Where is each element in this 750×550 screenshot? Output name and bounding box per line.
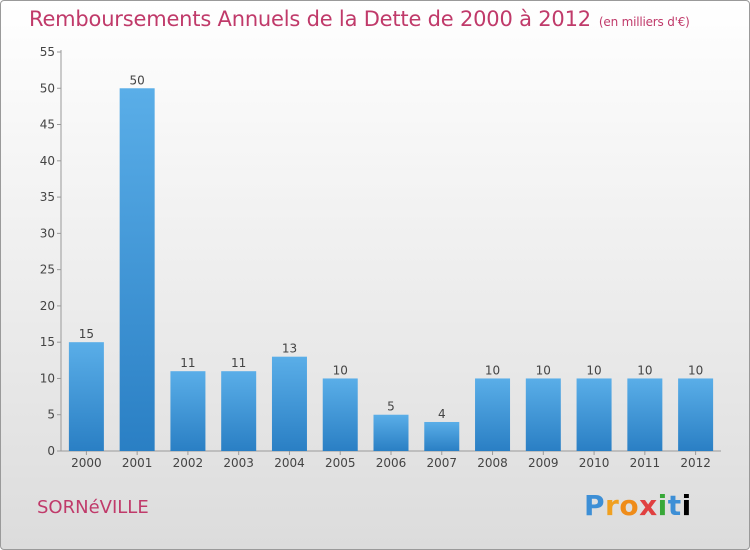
bar bbox=[170, 371, 206, 451]
x-tick-label: 2002 bbox=[173, 456, 204, 470]
bar-value-label: 11 bbox=[231, 356, 246, 370]
bar-value-label: 50 bbox=[130, 73, 145, 87]
bar-value-label: 10 bbox=[485, 363, 500, 377]
y-tick-label: 0 bbox=[47, 444, 55, 458]
brand-logo: Proxiti bbox=[584, 489, 692, 522]
y-tick-label: 20 bbox=[40, 299, 55, 313]
x-tick-label: 2008 bbox=[477, 456, 508, 470]
logo-letter: t bbox=[667, 489, 682, 522]
x-tick-label: 2012 bbox=[680, 456, 711, 470]
bar bbox=[373, 414, 409, 451]
x-tick-label: 2007 bbox=[426, 456, 457, 470]
chart-title: Remboursements Annuels de la Dette de 20… bbox=[29, 7, 690, 31]
y-tick-label: 45 bbox=[40, 118, 55, 132]
bar bbox=[322, 378, 358, 451]
bar bbox=[424, 421, 460, 451]
bar bbox=[525, 378, 561, 451]
chart-bars: 15 50 11 11 13 10 5 4 10 10 10 10 10 bbox=[68, 73, 714, 451]
logo-letter: r bbox=[605, 489, 620, 522]
bar bbox=[221, 371, 257, 451]
bar-value-label: 4 bbox=[438, 407, 446, 421]
y-tick-label: 15 bbox=[40, 335, 55, 349]
x-tick-label: 2009 bbox=[528, 456, 559, 470]
location-name: SORNéVILLE bbox=[37, 497, 149, 518]
chart-unit-note: (en milliers d'€) bbox=[598, 15, 690, 29]
bar-value-label: 10 bbox=[536, 363, 551, 377]
y-tick-label: 50 bbox=[40, 81, 55, 95]
bar-value-label: 10 bbox=[688, 363, 703, 377]
x-tick-label: 2004 bbox=[274, 456, 305, 470]
bar bbox=[68, 342, 104, 451]
bar-value-label: 5 bbox=[387, 400, 395, 414]
bar-value-label: 10 bbox=[637, 363, 652, 377]
logo-letter: P bbox=[584, 489, 606, 522]
y-tick-label: 40 bbox=[40, 154, 55, 168]
y-tick-label: 35 bbox=[40, 190, 55, 204]
bar bbox=[576, 378, 612, 451]
bar bbox=[271, 356, 307, 451]
y-tick-label: 55 bbox=[40, 45, 55, 59]
bar bbox=[627, 378, 663, 451]
bar-value-label: 11 bbox=[180, 356, 195, 370]
y-tick-label: 30 bbox=[40, 226, 55, 240]
x-tick-label: 2006 bbox=[376, 456, 407, 470]
chart-title-text: Remboursements Annuels de la Dette de 20… bbox=[29, 7, 591, 31]
bar-value-label: 15 bbox=[79, 327, 94, 341]
bar bbox=[475, 378, 511, 451]
x-tick-label: 2000 bbox=[71, 456, 102, 470]
y-tick-label: 10 bbox=[40, 371, 55, 385]
x-tick-label: 2005 bbox=[325, 456, 356, 470]
logo-letter: o bbox=[619, 489, 640, 522]
x-tick-label: 2010 bbox=[579, 456, 610, 470]
x-tick-label: 2003 bbox=[223, 456, 254, 470]
x-tick-label: 2001 bbox=[122, 456, 153, 470]
bar-value-label: 10 bbox=[333, 363, 348, 377]
bar-value-label: 10 bbox=[586, 363, 601, 377]
y-tick-label: 5 bbox=[47, 408, 55, 422]
bar bbox=[678, 378, 714, 451]
logo-letter: i bbox=[681, 489, 692, 522]
logo-letter: i bbox=[657, 489, 668, 522]
y-tick-label: 25 bbox=[40, 263, 55, 277]
bar-value-label: 13 bbox=[282, 342, 297, 356]
bar bbox=[119, 88, 155, 451]
logo-letter: x bbox=[639, 489, 658, 522]
x-tick-label: 2011 bbox=[630, 456, 661, 470]
